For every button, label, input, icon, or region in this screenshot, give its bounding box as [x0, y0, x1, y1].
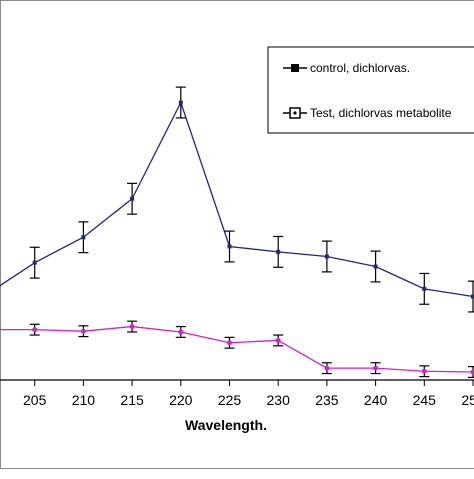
- data-point: [32, 327, 37, 332]
- x-tick-label: 205: [23, 392, 47, 408]
- x-tick-label: 240: [364, 392, 388, 408]
- data-point: [276, 338, 281, 343]
- x-tick-label: 225: [218, 392, 242, 408]
- data-point: [33, 261, 37, 265]
- legend-box: [268, 47, 474, 133]
- data-point: [422, 287, 426, 291]
- x-tick-label: 245: [413, 392, 437, 408]
- data-point: [325, 255, 329, 259]
- legend-marker-test-dot: [293, 111, 296, 114]
- data-point: [422, 369, 427, 374]
- data-point: [324, 366, 329, 371]
- x-tick-label: 230: [267, 392, 291, 408]
- data-point: [178, 329, 183, 334]
- legend: control, dichlorvas. Test, dichlorvas me…: [268, 47, 474, 133]
- x-tick-label: 215: [120, 392, 144, 408]
- x-tick-label: 235: [315, 392, 339, 408]
- legend-marker-control: [291, 64, 299, 72]
- x-axis-label: Wavelength.: [185, 417, 267, 433]
- data-point: [227, 340, 232, 345]
- data-point: [373, 366, 378, 371]
- legend-label-test: Test, dichlorvas metabolite: [310, 106, 452, 120]
- data-point: [179, 101, 183, 105]
- legend-label-control: control, dichlorvas.: [310, 61, 410, 75]
- data-point: [130, 324, 135, 329]
- data-point: [228, 244, 232, 248]
- x-tick-label: 250: [461, 392, 474, 408]
- data-point: [276, 250, 280, 254]
- data-point: [81, 329, 86, 334]
- x-tick-label: 210: [72, 392, 96, 408]
- x-tick-label: 220: [169, 392, 193, 408]
- data-point: [374, 265, 378, 269]
- data-point: [130, 197, 134, 201]
- data-point: [81, 235, 85, 239]
